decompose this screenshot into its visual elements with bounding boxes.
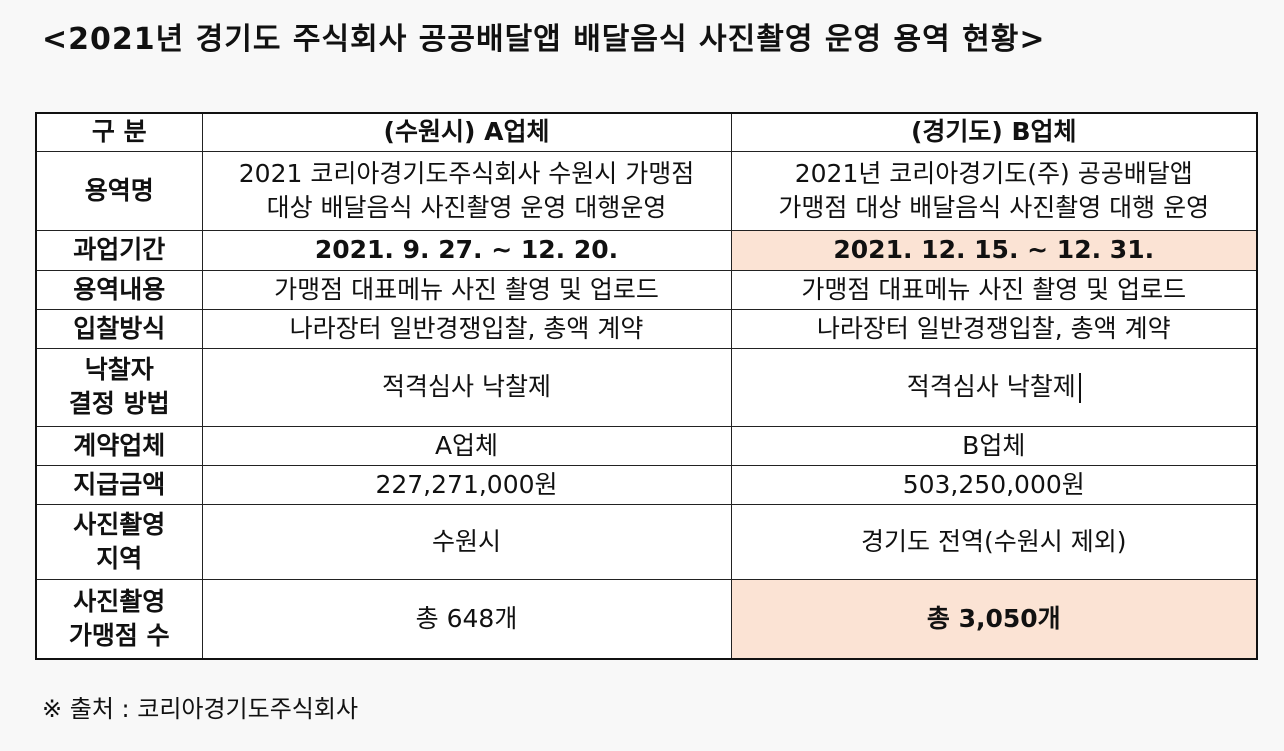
page-title: <2021년 경기도 주식회사 공공배달앱 배달음식 사진촬영 운영 용역 현황… xyxy=(42,22,1046,57)
row-label: 계약업체 xyxy=(35,425,203,466)
cell-company-a: 총 648개 xyxy=(201,578,732,660)
table-row: 계약업체 A업체 B업체 xyxy=(35,425,1258,466)
header-company-a: (수원시) A업체 xyxy=(201,112,732,152)
cell-company-a: 가맹점 대표메뉴 사진 촬영 및 업로드 xyxy=(201,269,732,310)
cell-company-b-highlighted: 2021. 12. 15. ~ 12. 31. xyxy=(730,229,1258,271)
table-row: 용역명 2021 코리아경기도주식회사 수원시 가맹점 대상 배달음식 사진촬영… xyxy=(35,150,1258,231)
row-label: 낙찰자 결정 방법 xyxy=(35,347,203,427)
row-label: 용역내용 xyxy=(35,269,203,310)
header-company-b: (경기도) B업체 xyxy=(730,112,1258,152)
row-label: 입찰방식 xyxy=(35,308,203,349)
row-label: 사진촬영 가맹점 수 xyxy=(35,578,203,660)
cell-company-a: 나라장터 일반경쟁입찰, 총액 계약 xyxy=(201,308,732,349)
cell-company-b: 가맹점 대표메뉴 사진 촬영 및 업로드 xyxy=(730,269,1258,310)
cell-company-b: 503,250,000원 xyxy=(730,464,1258,505)
cell-company-a: 2021. 9. 27. ~ 12. 20. xyxy=(201,229,732,271)
table-row: 낙찰자 결정 방법 적격심사 낙찰제 적격심사 낙찰제 xyxy=(35,347,1258,427)
cell-company-b: B업체 xyxy=(730,425,1258,466)
row-label: 사진촬영 지역 xyxy=(35,503,203,580)
cell-company-b: 적격심사 낙찰제 xyxy=(730,347,1258,427)
cell-company-b: 경기도 전역(수원시 제외) xyxy=(730,503,1258,580)
table-row: 사진촬영 가맹점 수 총 648개 총 3,050개 xyxy=(35,578,1258,660)
row-label: 지급금액 xyxy=(35,464,203,505)
cell-company-a: 수원시 xyxy=(201,503,732,580)
table-row: 용역내용 가맹점 대표메뉴 사진 촬영 및 업로드 가맹점 대표메뉴 사진 촬영… xyxy=(35,269,1258,310)
table-row: 지급금액 227,271,000원 503,250,000원 xyxy=(35,464,1258,505)
row-label: 과업기간 xyxy=(35,229,203,271)
text-cursor xyxy=(1078,373,1081,403)
header-category: 구 분 xyxy=(35,112,203,152)
cell-company-a: A업체 xyxy=(201,425,732,466)
table-row: 입찰방식 나라장터 일반경쟁입찰, 총액 계약 나라장터 일반경쟁입찰, 총액 … xyxy=(35,308,1258,349)
cell-company-b: 나라장터 일반경쟁입찰, 총액 계약 xyxy=(730,308,1258,349)
source-note: ※ 출처 : 코리아경기도주식회사 xyxy=(42,695,359,723)
cell-company-a: 227,271,000원 xyxy=(201,464,732,505)
cell-company-a: 적격심사 낙찰제 xyxy=(201,347,732,427)
table-row: 과업기간 2021. 9. 27. ~ 12. 20. 2021. 12. 15… xyxy=(35,229,1258,271)
row-label: 용역명 xyxy=(35,150,203,231)
table-row: 사진촬영 지역 수원시 경기도 전역(수원시 제외) xyxy=(35,503,1258,580)
cell-company-a: 2021 코리아경기도주식회사 수원시 가맹점 대상 배달음식 사진촬영 운영 … xyxy=(201,150,732,231)
status-table: 구 분 (수원시) A업체 (경기도) B업체 용역명 2021 코리아경기도주… xyxy=(35,112,1258,660)
cell-company-b-highlighted: 총 3,050개 xyxy=(730,578,1258,660)
table-header-row: 구 분 (수원시) A업체 (경기도) B업체 xyxy=(35,112,1258,152)
cell-company-b: 2021년 코리아경기도(주) 공공배달앱 가맹점 대상 배달음식 사진촬영 대… xyxy=(730,150,1258,231)
